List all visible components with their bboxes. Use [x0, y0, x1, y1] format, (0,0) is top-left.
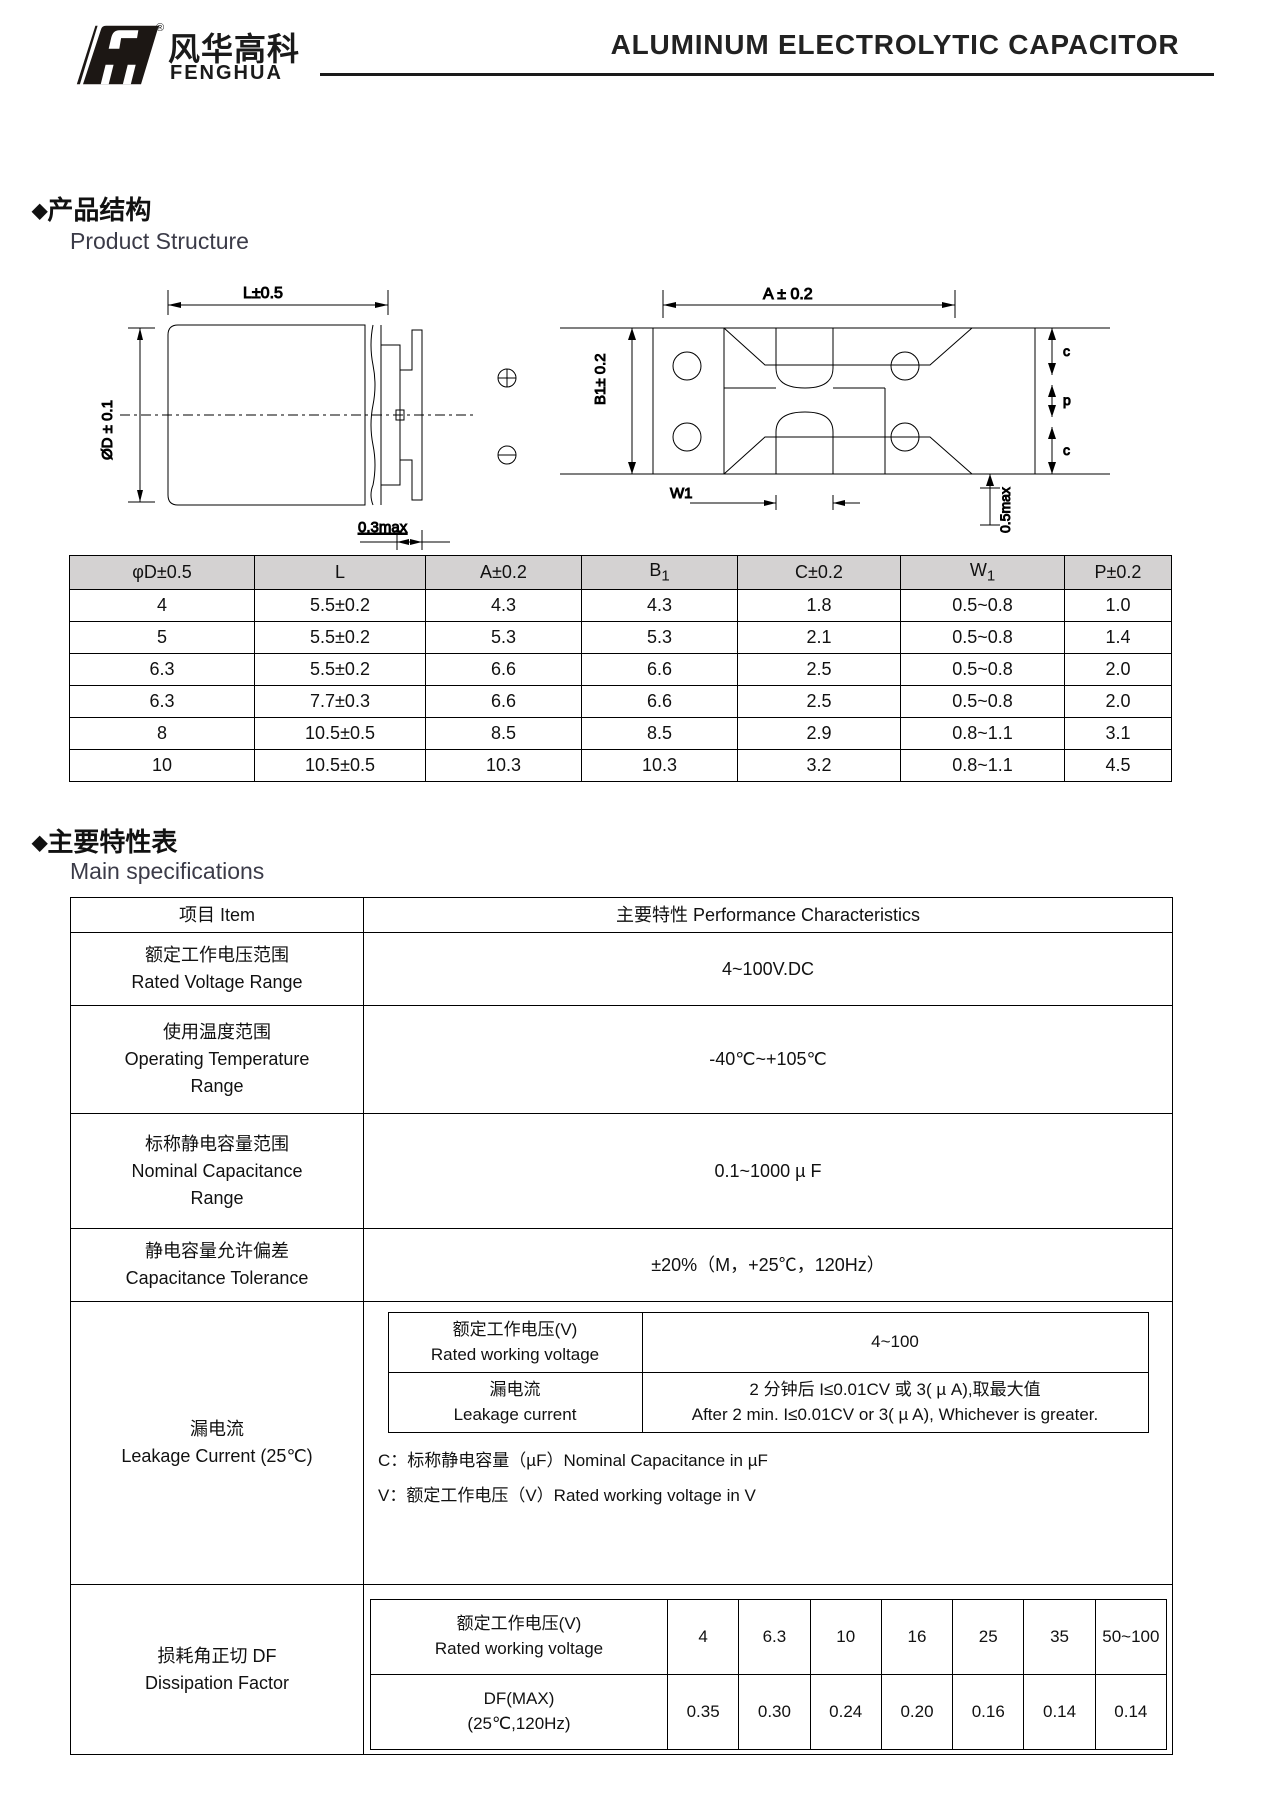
svg-text:ØD ± 0.1: ØD ± 0.1 — [99, 400, 116, 460]
svg-text:c: c — [1063, 343, 1070, 359]
svg-text:W1: W1 — [670, 485, 693, 502]
svg-text:L±0.5: L±0.5 — [243, 285, 283, 302]
svg-text:0.3max: 0.3max — [358, 519, 408, 536]
svg-text:p: p — [1063, 392, 1071, 408]
svg-text:B1± 0.2: B1± 0.2 — [592, 353, 609, 405]
svg-text:0.5max: 0.5max — [997, 487, 1013, 533]
svg-text:A ± 0.2: A ± 0.2 — [763, 286, 813, 303]
svg-text:c: c — [1063, 442, 1070, 458]
